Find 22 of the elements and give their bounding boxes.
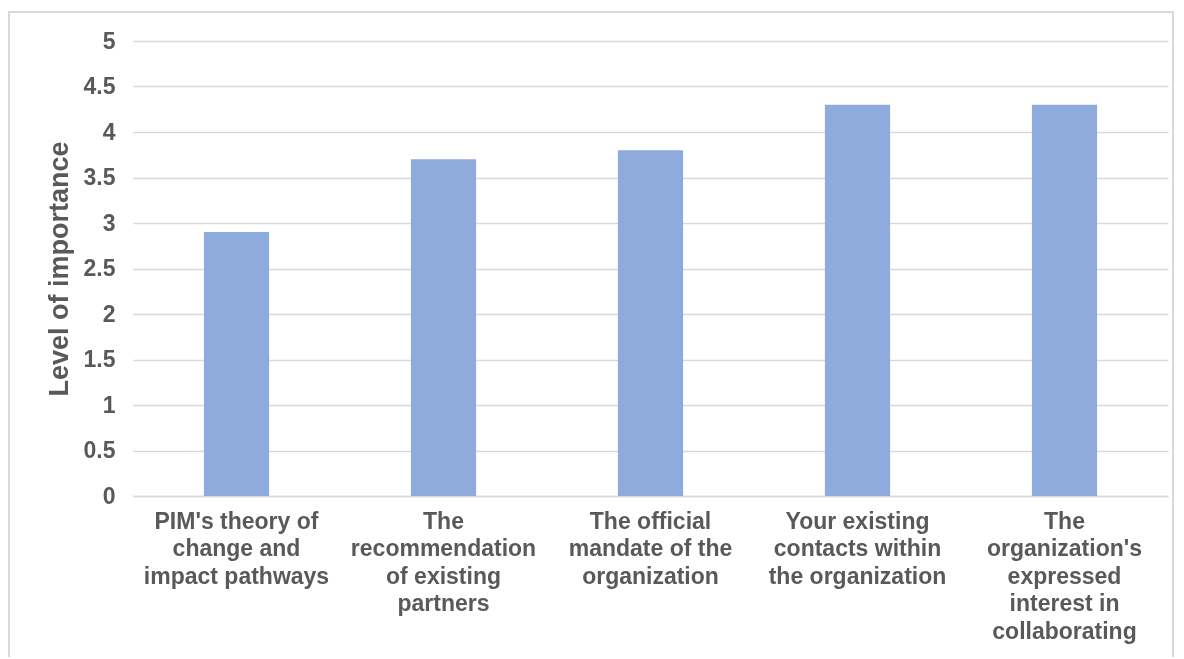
- bar: [410, 159, 477, 496]
- bar: [824, 104, 891, 496]
- bar: [617, 150, 684, 496]
- x-tick-label: The official mandate of the organization: [568, 507, 733, 589]
- y-tick-label: 1.5: [83, 346, 116, 372]
- y-tick-label: 0: [102, 482, 116, 509]
- y-tick-label: 4.5: [83, 73, 116, 99]
- x-tick-label: Your existing contacts within the organization: [768, 507, 947, 589]
- y-tick-label: 3: [102, 209, 116, 236]
- bar: [203, 232, 270, 496]
- y-tick-label: 1: [102, 391, 116, 418]
- y-tick-label: 2: [102, 300, 116, 327]
- x-tick-label: The recommendation of existing partners: [350, 507, 537, 616]
- y-tick-label: 4: [102, 118, 116, 145]
- x-tick-label: The organization's expressed interest in collaborating: [987, 507, 1142, 644]
- y-tick-label: 2.5: [83, 255, 116, 281]
- x-tick-label: PIM's theory of change and impact pathways: [143, 507, 330, 589]
- y-axis-title: Level of importance: [43, 141, 74, 397]
- y-tick-label: 3.5: [83, 164, 116, 190]
- bar: [1031, 104, 1098, 496]
- y-tick-label: 0.5: [83, 437, 116, 463]
- y-tick-label: 5: [102, 27, 116, 54]
